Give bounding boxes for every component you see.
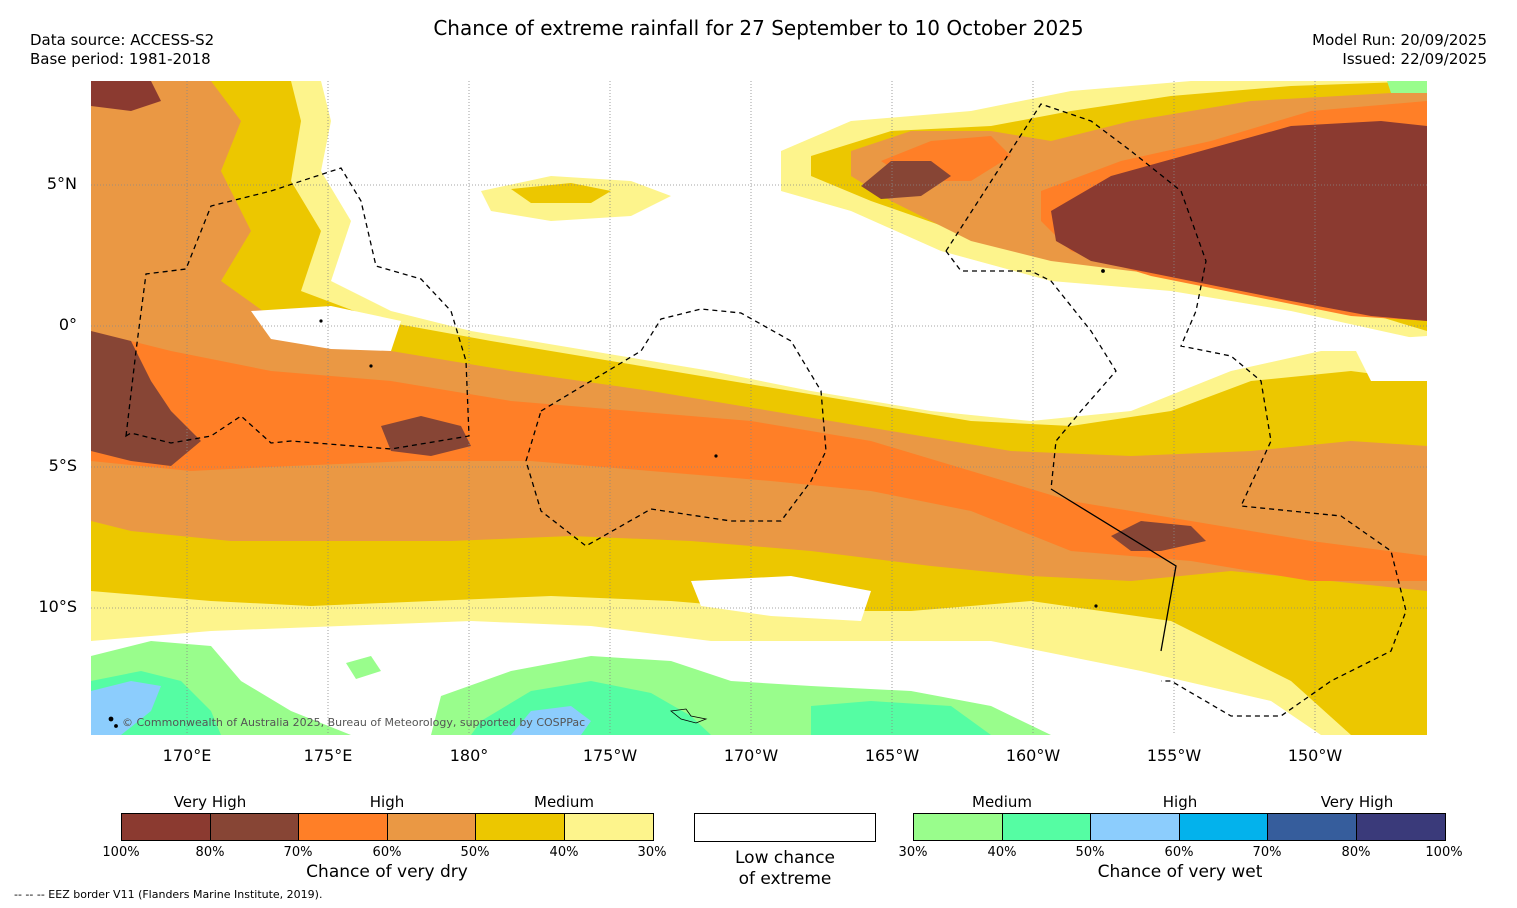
dry-tick: 100% [102,845,140,860]
dry-40-patch [511,183,611,203]
lat-label-10s: 10°S [38,597,77,616]
lon-label-155w: 155°W [1146,746,1202,765]
dry-legend-title: Chance of very dry [306,862,468,882]
low-chance-gap-3 [1351,336,1427,381]
eez-boundary-solid [1050,488,1177,652]
dry-swatch-50-40 [476,814,565,840]
low-chance-label: Low chance of extreme [694,848,876,890]
wet-category-very-high: Very High [1320,793,1394,811]
low-chance-gap [251,306,401,351]
wet-30-top [1387,81,1427,93]
wet-tick: 80% [1341,845,1371,860]
dry-category-very-high: Very High [173,793,247,811]
lon-label-165w: 165°W [864,746,920,765]
graticule [91,81,1427,735]
low-chance-gap-2 [691,576,871,621]
wet-tick: 70% [1252,845,1282,860]
lon-label-170e: 170°E [162,746,212,765]
lon-label-160w: 160°W [1005,746,1061,765]
dry-50-region [91,81,1427,591]
wet-tick: 50% [1075,845,1105,860]
wet-tick: 100% [1425,845,1463,860]
lon-label-180: 180° [449,746,489,765]
wet-swatch-70-80 [1268,814,1357,840]
wet-category-medium: Medium [972,793,1032,811]
dry-category-medium: Medium [534,793,594,811]
base-period: Base period: 1981-2018 [30,50,211,68]
dry-category-high: High [369,793,405,811]
wet-tick: 30% [898,845,928,860]
dry-100-northeast [1051,121,1427,321]
dry-tick: 80% [195,845,225,860]
dry-swatch-70-60 [299,814,388,840]
dry-swatch-40-30 [565,814,653,840]
low-chance-line-2: of extreme [738,869,832,889]
lat-label-0: 0° [58,315,77,334]
wet-swatch-30-40 [914,814,1003,840]
dry-swatch-80-70 [211,814,299,840]
wet-swatch-40-50 [1003,814,1091,840]
wet-30-patch [346,656,381,679]
wet-swatch-60-70 [1180,814,1268,840]
dry-80-north [861,161,951,199]
data-source: Data source: ACCESS-S2 [30,31,215,49]
dry-tick: 40% [549,845,579,860]
map-title: Chance of extreme rainfall for 27 Septem… [433,16,1084,40]
dry-tick: 70% [283,845,313,860]
map-canvas [91,81,1427,735]
wet-tick: 60% [1164,845,1194,860]
dry-swatch-100-80 [122,814,211,840]
dry-tick: 50% [460,845,490,860]
islands [108,269,1105,728]
wet-50-region [91,681,161,735]
wet-colorbar [913,813,1446,841]
dry-80-south [1111,521,1206,551]
lat-label-5n: 5°N [46,174,77,193]
dry-swatch-60-50 [388,814,476,840]
eez-borders [125,103,1407,717]
dry-60-region [91,331,1427,581]
lat-label-5s: 5°S [48,456,77,475]
wet-category-high: High [1162,793,1198,811]
dry-tick: 30% [637,845,667,860]
lon-label-175w: 175°W [582,746,638,765]
issued-date: Issued: 22/09/2025 [1342,50,1487,68]
low-chance-swatch [694,813,876,842]
eez-footnote: -- -- -- EEZ border V11 (Flanders Marine… [14,888,323,901]
wet-swatch-50-60 [1091,814,1180,840]
wet-40-region-3 [811,701,991,735]
copyright-notice: © Commonwealth of Australia 2025, Bureau… [122,716,586,729]
lon-label-175e: 175°E [303,746,353,765]
dry-80-region [91,331,201,466]
dry-80-patch [381,416,471,456]
wet-legend-title: Chance of very wet [1097,862,1263,882]
wet-50-region-2 [511,706,591,735]
dry-tick: 60% [372,845,402,860]
wet-tick: 40% [987,845,1017,860]
model-run: Model Run: 20/09/2025 [1312,31,1487,49]
rainfall-map [91,81,1427,735]
lon-label-170w: 170°W [723,746,779,765]
low-chance-line-1: Low chance [735,848,835,868]
wet-swatch-80-100 [1357,814,1445,840]
dry-colorbar [121,813,654,841]
dry-100-corner [91,81,161,111]
lon-label-150w: 150°W [1287,746,1343,765]
